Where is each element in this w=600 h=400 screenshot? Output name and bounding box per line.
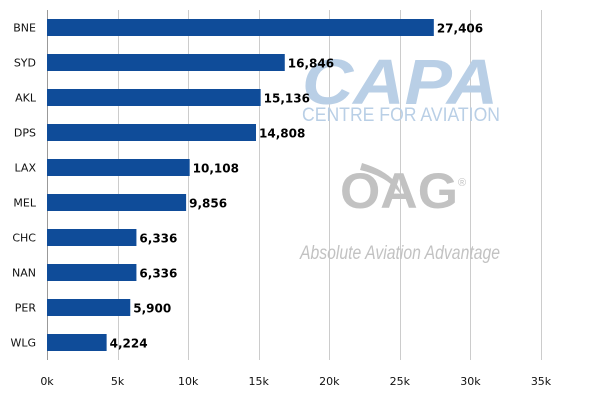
category-label: CHC — [12, 232, 36, 245]
watermarks: CAPA CENTRE FOR AVIATION OAG ® Absolute … — [299, 46, 500, 264]
category-labels: BNE SYD AKL DPS LAX MEL CHC NAN PER WLG — [10, 22, 36, 350]
capa-watermark-subtitle: CENTRE FOR AVIATION — [302, 105, 500, 126]
bar-mel — [47, 194, 187, 211]
data-label: 15,136 — [264, 92, 310, 106]
data-label: 6,336 — [139, 232, 177, 246]
category-label: MEL — [13, 197, 36, 210]
data-label: 6,336 — [139, 267, 177, 281]
data-label: 16,846 — [288, 57, 334, 71]
category-label: BNE — [13, 22, 36, 35]
data-label: 4,224 — [110, 337, 148, 351]
data-label: 14,808 — [259, 127, 305, 141]
oag-watermark: OAG ® Absolute Aviation Advantage — [299, 163, 500, 264]
x-tick-label: 30k — [460, 375, 481, 388]
category-label: AKL — [15, 92, 37, 105]
x-tick-label: 35k — [531, 375, 552, 388]
x-tick-label: 15k — [249, 375, 270, 388]
category-label: DPS — [14, 127, 36, 140]
x-tick-label: 5k — [111, 375, 125, 388]
data-label: 5,900 — [133, 302, 171, 316]
bar-akl — [47, 89, 261, 106]
category-label: NAN — [12, 267, 36, 280]
oag-registered-mark: ® — [458, 177, 466, 189]
x-axis-tick-labels: 0k 5k 10k 15k 20k 25k 30k 35k — [40, 375, 551, 388]
bar-syd — [47, 54, 285, 71]
x-tick-label: 0k — [40, 375, 54, 388]
x-tick-label: 25k — [390, 375, 411, 388]
data-label: 9,856 — [189, 197, 227, 211]
bar-wlg — [47, 334, 107, 351]
category-label: SYD — [14, 57, 36, 70]
capa-watermark-title: CAPA — [302, 46, 498, 118]
data-label: 27,406 — [437, 22, 483, 36]
bar-chc — [47, 229, 137, 246]
category-label: WLG — [10, 337, 36, 350]
bars — [47, 19, 434, 351]
category-label: PER — [15, 302, 37, 315]
oag-watermark-title: OAG — [340, 163, 458, 219]
data-label: 10,108 — [193, 162, 239, 176]
category-label: LAX — [15, 162, 37, 175]
x-tick-label: 10k — [178, 375, 199, 388]
bar-per — [47, 299, 131, 316]
x-tick-label: 20k — [319, 375, 340, 388]
bar-dps — [47, 124, 257, 141]
oag-watermark-subtitle: Absolute Aviation Advantage — [299, 243, 500, 264]
capa-watermark: CAPA CENTRE FOR AVIATION — [302, 46, 500, 126]
oag-swoosh-icon — [360, 163, 402, 196]
bar-bne — [47, 19, 434, 36]
data-labels: 27,406 16,846 15,136 14,808 10,108 9,856 6,336… — [110, 22, 484, 351]
bar-nan — [47, 264, 137, 281]
bar-lax — [47, 159, 190, 176]
